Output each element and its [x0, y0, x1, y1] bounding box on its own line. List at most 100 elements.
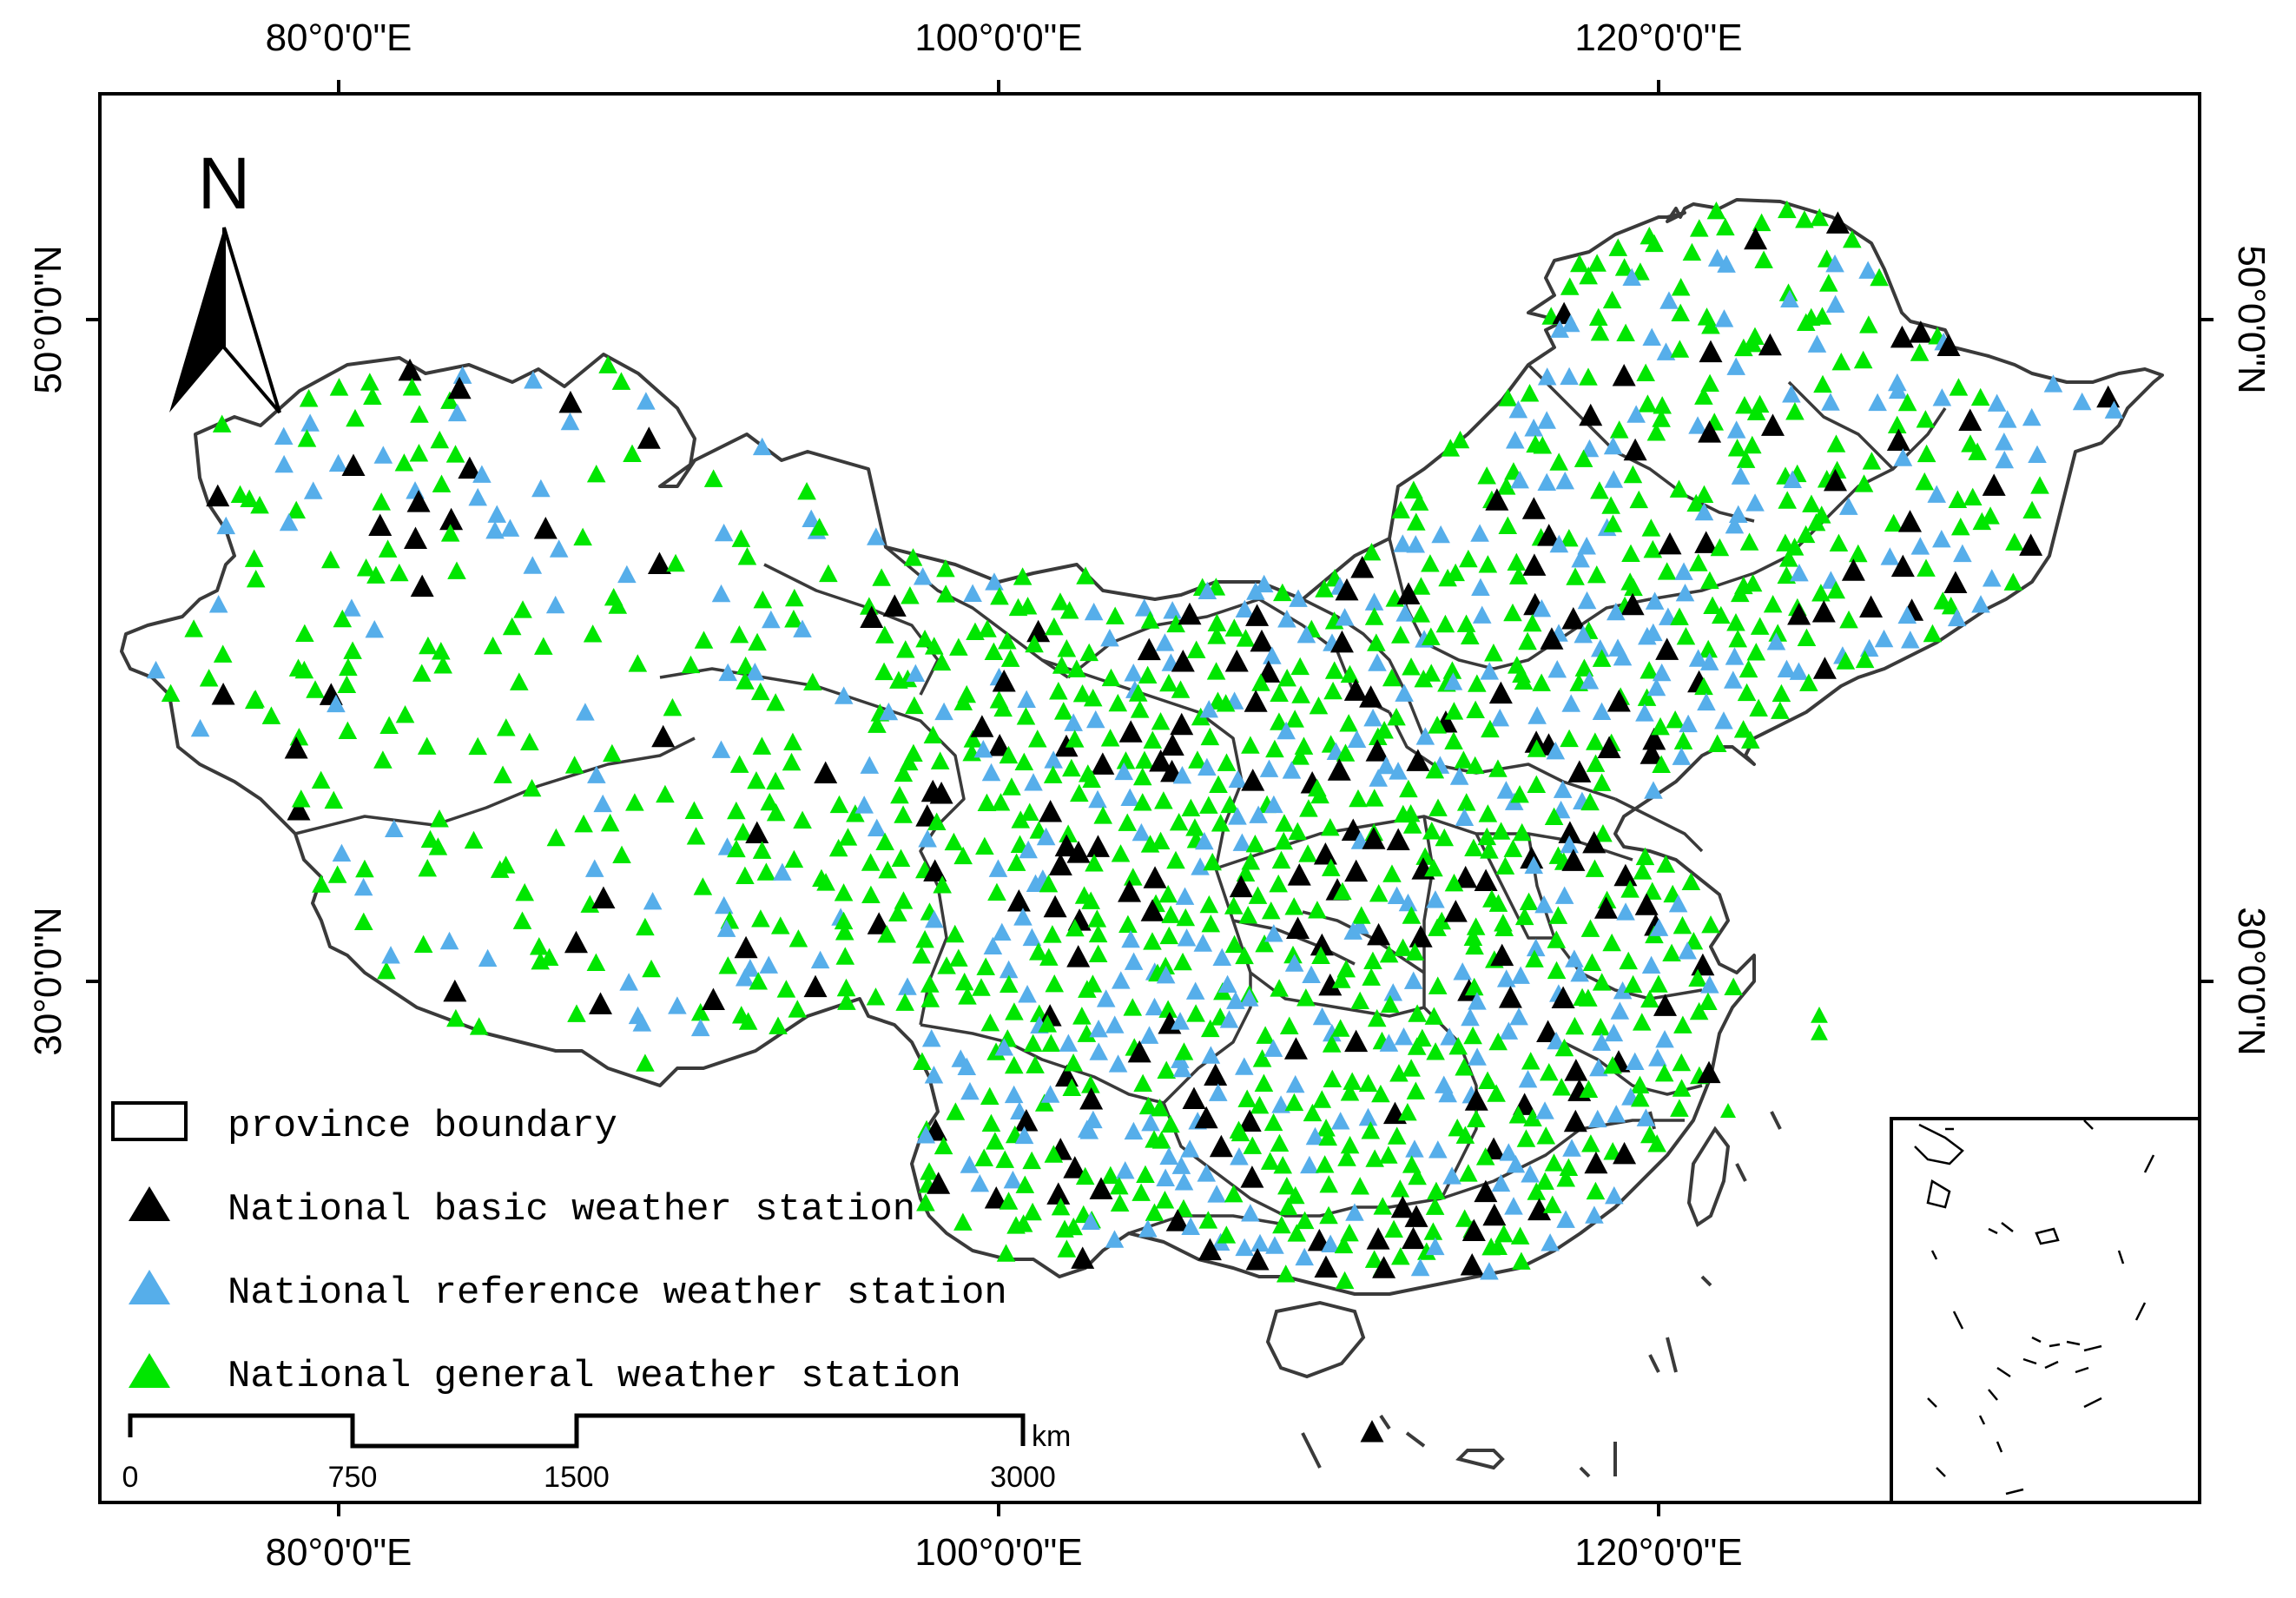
- general-station-marker: [1640, 989, 1659, 1008]
- general-station-marker: [363, 386, 382, 406]
- reference-station-marker: [1383, 983, 1403, 1001]
- general-station-marker: [394, 453, 414, 472]
- general-station-marker: [546, 828, 566, 847]
- general-station-marker: [1361, 1121, 1381, 1139]
- basic-station-marker: [284, 736, 308, 759]
- general-station-marker: [930, 751, 950, 769]
- general-station-marker: [161, 683, 181, 703]
- reference-station-marker: [1195, 831, 1214, 850]
- general-station-marker: [766, 771, 785, 790]
- basic-station-marker: [1313, 842, 1337, 865]
- basic-station-marker: [1402, 1226, 1426, 1250]
- general-station-marker: [1081, 1075, 1100, 1093]
- reference-station-marker: [1018, 985, 1037, 1003]
- basic-station-marker: [1521, 497, 1546, 519]
- basic-station-marker: [923, 859, 947, 882]
- general-station-marker: [1676, 626, 1696, 645]
- reference-station-marker: [1953, 544, 1972, 563]
- general-station-marker: [1465, 756, 1485, 775]
- general-station-marker: [1067, 659, 1086, 677]
- general-station-marker: [663, 697, 683, 716]
- reference-station-marker: [879, 702, 899, 721]
- general-station-marker: [1039, 874, 1059, 893]
- basic-station-marker: [984, 1186, 1008, 1209]
- basic-station-marker: [1522, 553, 1547, 576]
- reference-station-marker: [619, 973, 638, 991]
- general-station-marker: [1481, 719, 1500, 738]
- general-station-marker: [747, 771, 766, 789]
- general-station-marker: [974, 1148, 994, 1166]
- general-station-marker: [1421, 554, 1440, 572]
- reference-station-marker: [1506, 1154, 1526, 1173]
- reference-station-marker: [279, 512, 299, 532]
- general-station-marker: [1295, 1211, 1315, 1230]
- north-arrow-right-half: [222, 227, 281, 414]
- reference-station-marker: [1668, 895, 1688, 913]
- general-station-marker: [642, 959, 661, 978]
- general-station-marker: [937, 956, 956, 974]
- basic-station-marker: [1859, 595, 1884, 617]
- general-station-marker: [2003, 572, 2023, 591]
- general-station-marker: [1382, 864, 1402, 882]
- general-station-marker: [1646, 423, 1666, 441]
- general-station-marker: [936, 584, 955, 603]
- reference-station-marker: [1470, 524, 1489, 542]
- general-station-marker: [1408, 1166, 1427, 1185]
- general-station-marker: [1532, 673, 1551, 691]
- reference-station-marker: [1219, 1010, 1239, 1028]
- general-station-marker: [1014, 752, 1034, 770]
- general-station-marker: [2005, 532, 2024, 551]
- general-station-marker: [378, 539, 398, 558]
- general-station-marker: [1407, 1037, 1427, 1055]
- reference-station-marker: [916, 1126, 936, 1144]
- general-station-marker: [372, 492, 391, 511]
- general-station-marker: [1580, 792, 1600, 811]
- general-station-marker: [905, 696, 924, 715]
- basic-station-marker: [1841, 558, 1865, 581]
- reference-station-marker: [1547, 1031, 1566, 1050]
- general-station-marker: [1273, 1155, 1293, 1174]
- reference-station-marker: [985, 572, 1004, 591]
- reference-station-marker: [1468, 1047, 1487, 1066]
- general-station-marker: [1496, 477, 1516, 495]
- reference-station-marker: [365, 619, 385, 638]
- general-station-marker: [299, 389, 319, 407]
- basic-station-marker: [1744, 227, 1768, 250]
- general-station-marker: [1740, 730, 1760, 749]
- general-station-marker: [1963, 487, 1983, 506]
- basic-station-marker: [1396, 582, 1421, 604]
- reference-station-marker: [1217, 974, 1237, 994]
- general-station-marker: [920, 1162, 939, 1180]
- reference-station-marker: [1379, 1033, 1399, 1052]
- reference-station-marker: [1648, 1048, 1667, 1066]
- inset-map: [1890, 1117, 2201, 1504]
- basic-station-marker: [1460, 1253, 1484, 1276]
- basic-station-marker: [341, 453, 366, 476]
- general-station-marker: [1813, 374, 1832, 393]
- general-station-marker: [861, 853, 881, 871]
- general-station-marker: [874, 662, 894, 681]
- general-station-marker: [954, 972, 974, 991]
- reference-station-marker: [1312, 1007, 1332, 1026]
- general-station-marker: [346, 408, 365, 427]
- reference-station-marker: [617, 565, 637, 584]
- general-station-marker: [1519, 892, 1539, 910]
- general-station-marker: [769, 1016, 788, 1034]
- reference-station-marker: [1839, 497, 1858, 515]
- general-station-marker: [1110, 1193, 1130, 1212]
- general-station-marker: [1621, 544, 1640, 563]
- basic-station-marker: [1409, 925, 1433, 948]
- reference-station-marker: [913, 567, 933, 585]
- basic-station-marker: [1890, 554, 1915, 578]
- general-station-marker: [1285, 1185, 1305, 1205]
- general-station-marker: [1371, 1084, 1390, 1103]
- reference-station-marker: [1393, 534, 1413, 552]
- reference-station-marker: [1263, 646, 1282, 664]
- general-station-marker: [736, 866, 755, 885]
- general-station-marker: [1166, 850, 1185, 869]
- general-station-marker: [1768, 624, 1788, 642]
- general-station-marker: [1108, 693, 1128, 712]
- general-station-marker: [1123, 868, 1143, 886]
- general-station-marker: [295, 624, 314, 642]
- general-station-marker: [1402, 657, 1421, 676]
